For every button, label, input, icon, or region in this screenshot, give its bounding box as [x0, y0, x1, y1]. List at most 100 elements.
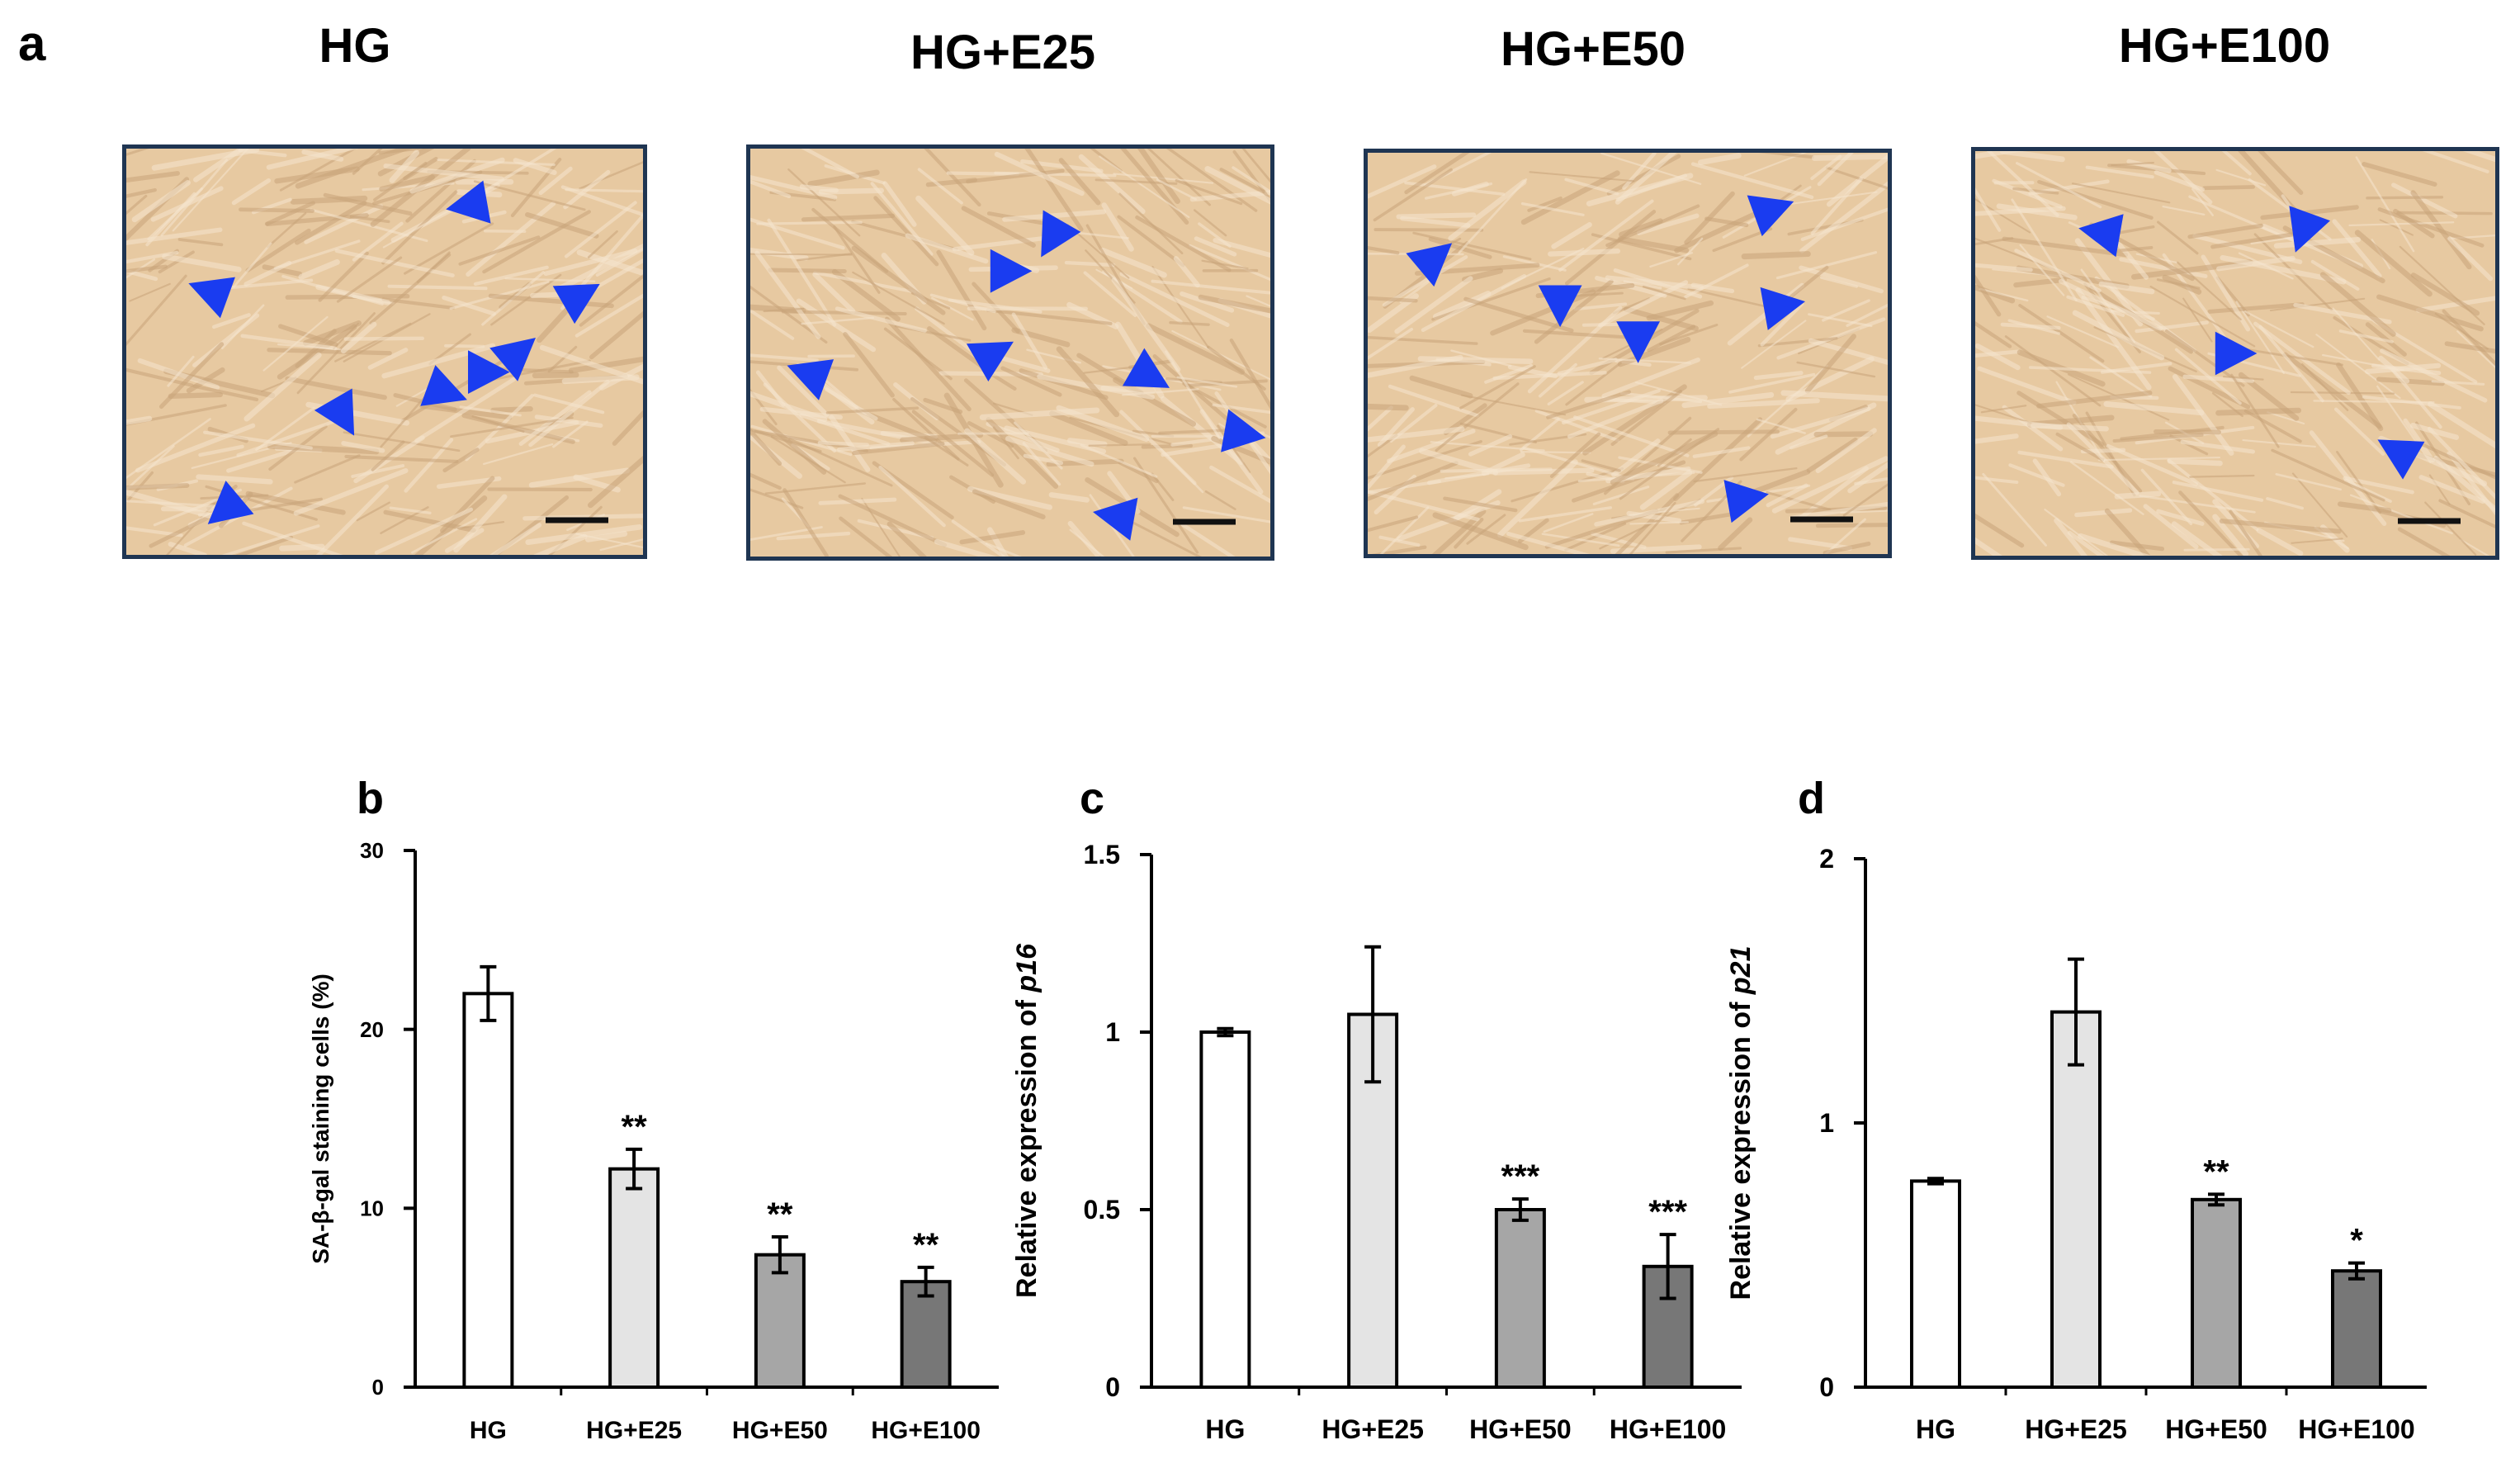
error-bar: [917, 1265, 934, 1298]
arrowhead-icon: [188, 277, 235, 319]
arrowhead-icon: [468, 350, 510, 394]
significance-label: ***: [1501, 1158, 1540, 1195]
x-tick-label: HG: [470, 1417, 507, 1444]
arrowhead-icon: [1538, 285, 1582, 328]
arrowhead-icon: [1041, 210, 1081, 258]
x-tick-label: HG+E25: [586, 1417, 682, 1444]
arrowhead-icon: [489, 338, 536, 381]
x-tick-label: HG+E50: [1469, 1414, 1572, 1444]
error-bar: [1659, 1233, 1676, 1300]
bar-hg: [1910, 1179, 1961, 1390]
chart-c: c 0 0.5 1 1.5 HG HG+E25 *** HG+E50 *** HG+E100 Rela…: [1011, 774, 1742, 1444]
arrowhead-icon: [2078, 214, 2124, 258]
arrowhead-icon: [1616, 321, 1661, 363]
y-axis-label: Relative expression of p16: [1011, 943, 1043, 1298]
bar-hg-e50: [2191, 1197, 2242, 1390]
x-tick-label: HG+E100: [1610, 1414, 1726, 1444]
error-bar: [2068, 957, 2084, 1067]
arrowhead-icon: [1093, 497, 1138, 541]
arrowhead-icon: [1723, 480, 1769, 523]
error-bar: [771, 1235, 788, 1275]
arrowhead-icon: [552, 283, 600, 324]
significance-label: **: [913, 1227, 939, 1263]
arrowhead-icon: [314, 388, 355, 436]
bar-hg-e50: [1494, 1208, 1546, 1389]
arrowhead-icon: [2215, 331, 2258, 376]
arrowhead-icon: [2289, 206, 2330, 253]
y-axis-label: SA-β-gal staining cells (%): [308, 973, 333, 1264]
error-bar: [1217, 1026, 1234, 1038]
micrograph-hg-e25: [746, 144, 1274, 561]
error-bar: [1511, 1197, 1529, 1222]
y-tick-label: 0: [372, 1375, 384, 1400]
y-tick-label: 0: [1819, 1372, 1834, 1402]
x-tick-label: HG+E50: [732, 1417, 828, 1444]
x-tick-label: HG+E50: [2165, 1414, 2267, 1444]
bar-hg-e50: [754, 1253, 806, 1389]
arrowhead-icon: [1747, 195, 1794, 237]
x-tick-label: HG: [1205, 1414, 1245, 1444]
arrowhead-icon: [446, 180, 491, 224]
y-tick-label: 1: [1819, 1108, 1834, 1138]
x-tick-label: HG+E25: [1321, 1414, 1424, 1444]
micrograph-hg: [122, 144, 647, 559]
panel-a-letter: a: [18, 16, 46, 71]
chart-d: d 0 1 2 HG HG+E25 ** HG+E50 * HG+E100 Relative exp…: [1725, 774, 2427, 1444]
arrowhead-icon: [990, 249, 1033, 293]
arrowhead-icon: [207, 481, 254, 524]
error-bar: [626, 1147, 643, 1191]
x-tick-label: HG: [1916, 1414, 1955, 1444]
error-bar: [1927, 1177, 1944, 1186]
bar-hg-e100: [2331, 1269, 2382, 1389]
y-tick-label: 0: [1105, 1372, 1120, 1402]
arrowhead-icon: [1760, 287, 1805, 330]
chart-b: b 0 10 20 30 HG ** HG+E25 ** HG+E50 ** HG+E100 SA-β-…: [308, 774, 999, 1444]
x-tick-label: HG+E100: [2298, 1414, 2414, 1444]
panel-d-letter: d: [1798, 774, 1825, 823]
image-title-hg-e100: HG+E100: [2118, 19, 2331, 73]
x-tick-label: HG+E25: [2025, 1414, 2127, 1444]
arrowhead-icon: [420, 365, 467, 406]
significance-label: ***: [1648, 1194, 1687, 1230]
y-tick-label: 1: [1105, 1017, 1120, 1047]
error-bar: [1364, 945, 1382, 1084]
arrowhead-icon: [1122, 348, 1170, 388]
image-title-hg: HG: [319, 19, 391, 73]
significance-label: **: [622, 1109, 648, 1145]
micrograph-texture: [1368, 153, 1888, 554]
arrowhead-icon: [1406, 243, 1453, 287]
y-tick-label: 10: [360, 1196, 384, 1220]
x-tick-label: HG+E100: [871, 1417, 981, 1444]
bar-hg-e100: [900, 1280, 952, 1389]
arrowhead-icon: [2377, 439, 2425, 480]
micrograph-hg-e100: [1971, 147, 2499, 560]
error-bar: [480, 964, 497, 1022]
error-bar: [2208, 1192, 2225, 1207]
y-tick-label: 30: [360, 838, 384, 863]
bar-hg-e25: [2050, 1010, 2102, 1389]
significance-label: **: [767, 1196, 793, 1233]
y-tick-label: 20: [360, 1017, 384, 1042]
micrograph-texture: [750, 149, 1270, 557]
arrowhead-icon: [966, 341, 1014, 381]
bar-hg: [1199, 1030, 1251, 1389]
y-tick-label: 1.5: [1084, 840, 1120, 869]
error-bar: [2348, 1261, 2365, 1281]
significance-label: **: [2203, 1153, 2229, 1190]
arrowhead-icon: [787, 359, 834, 400]
y-tick-label: 0.5: [1084, 1195, 1120, 1225]
y-axis-label: Relative expression of p21: [1725, 946, 1756, 1300]
bar-hg: [462, 992, 514, 1390]
micrograph-hg-e50: [1364, 149, 1892, 558]
panel-b-letter: b: [357, 774, 384, 823]
image-title-hg-e25: HG+E25: [910, 26, 1096, 79]
significance-label: *: [2350, 1223, 2363, 1259]
micrograph-texture: [1975, 151, 2495, 556]
image-title-hg-e50: HG+E50: [1500, 22, 1686, 76]
panel-c-letter: c: [1080, 774, 1104, 823]
y-tick-label: 2: [1819, 844, 1834, 874]
bar-hg-e25: [608, 1167, 660, 1389]
arrowhead-icon: [1221, 409, 1266, 452]
micrograph-texture: [126, 149, 643, 555]
